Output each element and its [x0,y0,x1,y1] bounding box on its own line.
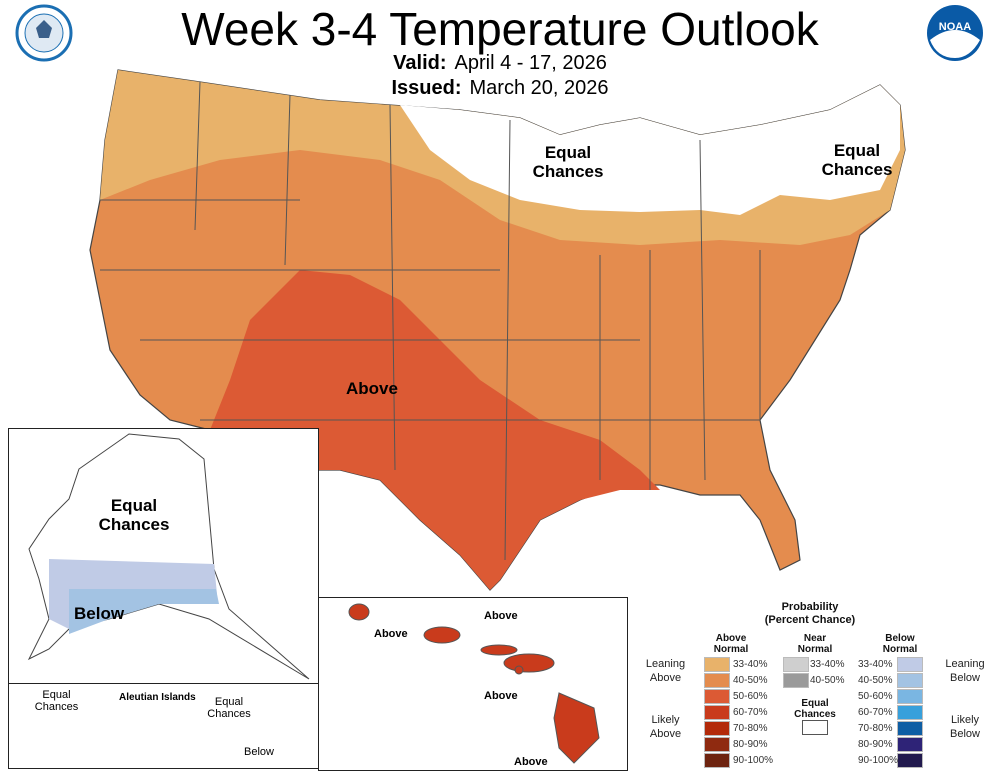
legend-swatch-below-4 [897,721,923,736]
valid-dates: Valid: April 4 - 17, 2026 [0,52,1000,75]
legend-swatch-below-0 [897,657,923,672]
legend-likely-above: Likely Above [649,714,682,740]
legend-range-near-0: 33-40% [810,659,845,670]
legend-swatch-below-1 [897,673,923,688]
issued-date: Issued: March 20, 2026 [0,77,1000,100]
legend-range-below-2: 50-60% [858,691,893,702]
legend-range-above-5: 80-90% [733,739,768,750]
legend-range-below-4: 70-80% [858,723,893,734]
legend-swatch-near-0 [783,657,809,672]
legend-swatch-above-1 [704,673,730,688]
legend-swatch-above-3 [704,705,730,720]
label-hi-above4: Above [514,756,548,768]
legend-swatch-near-1 [783,673,809,688]
legend-likely-below: Likely Below [950,714,980,740]
noaa-logo: NOAA [927,5,983,61]
legend-near-header: Near Normal [797,633,833,655]
legend-range-below-5: 80-90% [858,739,893,750]
alaska-inset: Equal Chances Below [8,428,319,684]
legend-leaning-below: Leaning Below [945,658,985,684]
label-aleutian: Aleutian Islands [119,692,196,703]
conus-50-60-region [210,270,660,590]
label-ak-below: Below [74,604,125,623]
legend-swatch-below-2 [897,689,923,704]
legend-range-above-6: 90-100% [733,755,774,766]
valid-value: April 4 - 17, 2026 [454,52,607,74]
label-ec-east: Equal Chances [821,141,893,179]
legend-range-above-3: 60-70% [733,707,768,718]
legend-title: Probability [781,601,839,613]
issued-value: March 20, 2026 [469,77,609,99]
legend-swatch-above-2 [704,689,730,704]
legend-range-near-1: 40-50% [810,675,845,686]
page-title: Week 3-4 Temperature Outlook [181,3,819,55]
aleutian-inset: Aleutian Islands Equal Chances Equal Cha… [8,683,319,769]
label-hi-above2: Above [484,610,518,622]
legend-range-below-0: 33-40% [858,659,893,670]
legend-range-above-2: 50-60% [733,691,768,702]
label-aleutian-ec2: Equal Chances [207,696,251,721]
legend-below-header: Below Normal [882,633,918,655]
hawaii-inset: Above Above Above Above [318,597,628,771]
legend-equal-chances: Equal Chances [794,698,836,720]
legend-swatch-below-6 [897,753,923,768]
legend-above-header: Above Normal [713,633,749,655]
legend-swatch-below-5 [897,737,923,752]
label-hi-above3: Above [484,690,518,702]
svg-text:NOAA: NOAA [939,21,971,33]
conus-equal-chances-region [400,85,900,215]
legend-range-above-1: 40-50% [733,675,768,686]
legend-swatch-above-0 [704,657,730,672]
legend-swatch-above-4 [704,721,730,736]
label-hi-above1: Above [374,628,408,640]
legend-range-above-0: 33-40% [733,659,768,670]
legend-subtitle: (Percent Chance) [764,614,856,626]
legend-range-below-3: 60-70% [858,707,893,718]
valid-label: Valid: [393,52,447,74]
label-aleutian-below: Below [244,746,274,758]
legend-leaning-above: Leaning Above [645,658,686,684]
legend-range-above-4: 70-80% [733,723,768,734]
issued-label: Issued: [391,77,462,99]
label-aleutian-ec1: Equal Chances [34,689,79,714]
state-borders [100,81,761,561]
legend-swatch-above-6 [704,753,730,768]
legend-swatch-below-3 [897,705,923,720]
label-ec-west: Equal Chances [532,143,604,181]
legend-swatch-above-5 [704,737,730,752]
legend-swatch-ec [802,720,828,735]
doc-seal-logo [15,4,73,62]
label-above: Above [346,379,398,398]
label-ak-ec: Equal Chances [98,496,170,534]
legend-range-below-1: 40-50% [858,675,893,686]
legend-range-below-6: 90-100% [858,755,899,766]
